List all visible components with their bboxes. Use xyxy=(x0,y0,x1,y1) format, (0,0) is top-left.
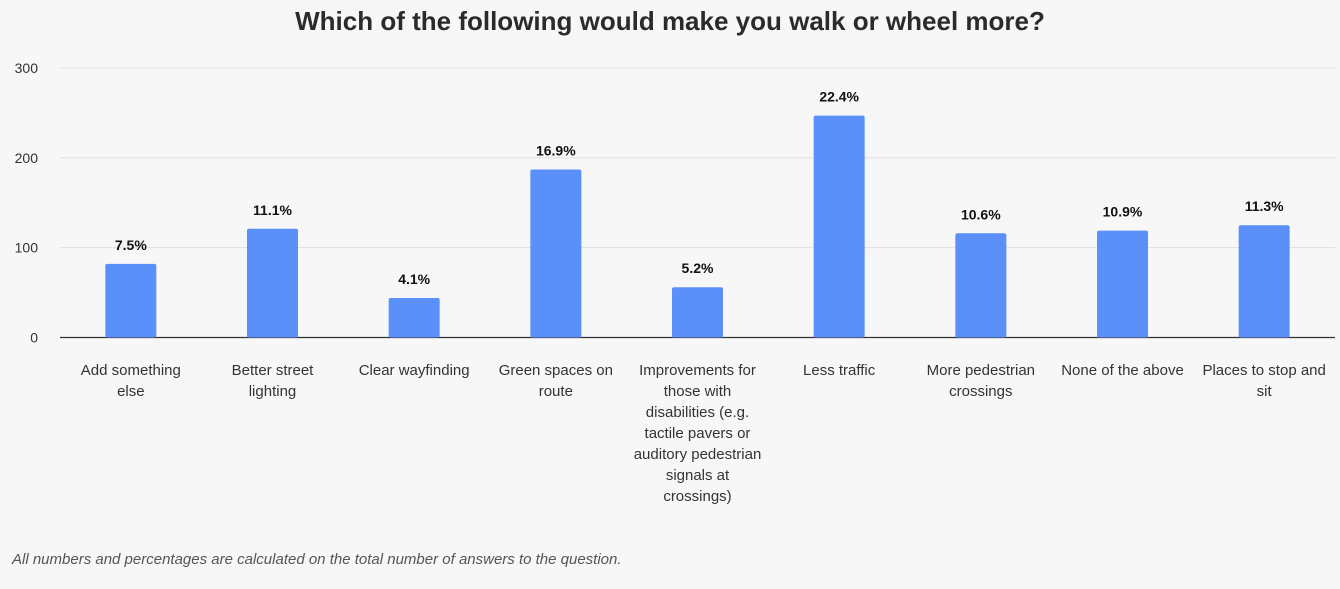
data-label: 11.3% xyxy=(1245,198,1284,214)
x-tick-label: Places to stop and sit xyxy=(1202,362,1326,400)
x-tick-label: Improvements for those with disabilities… xyxy=(633,362,762,505)
x-tick-label: More pedestrian crossings xyxy=(926,362,1036,400)
y-tick-label: 0 xyxy=(30,330,38,346)
footnote: All numbers and percentages are calculat… xyxy=(12,551,622,568)
y-tick-label: 200 xyxy=(15,150,39,166)
y-tick-label: 300 xyxy=(15,60,39,76)
data-label: 11.1% xyxy=(253,202,292,218)
bar[interactable] xyxy=(388,297,440,338)
bar[interactable] xyxy=(247,228,298,338)
bar[interactable] xyxy=(813,115,865,338)
x-tick-label: None of the above xyxy=(1061,362,1184,379)
data-label: 22.4% xyxy=(819,89,859,105)
bar[interactable] xyxy=(955,233,1007,338)
bar[interactable] xyxy=(105,263,157,338)
data-label: 5.2% xyxy=(682,260,714,276)
data-label: 10.6% xyxy=(961,206,1001,222)
x-tick-label: Green spaces on route xyxy=(498,362,613,400)
bar[interactable] xyxy=(1238,225,1290,338)
x-tick-label: Add something else xyxy=(80,362,181,400)
chart-title: Which of the following would make you wa… xyxy=(295,6,1045,36)
bar[interactable] xyxy=(1097,230,1148,338)
y-tick-label: 100 xyxy=(15,240,39,256)
data-label: 10.9% xyxy=(1103,204,1143,220)
data-label: 4.1% xyxy=(398,271,430,287)
data-label: 16.9% xyxy=(536,143,576,159)
x-tick-label: Better street lighting xyxy=(231,362,314,400)
x-tick-label: Clear wayfinding xyxy=(358,362,470,379)
bar[interactable] xyxy=(672,287,723,338)
bar[interactable] xyxy=(530,169,582,338)
x-tick-label: Less traffic xyxy=(803,362,876,379)
data-label: 7.5% xyxy=(115,237,147,253)
